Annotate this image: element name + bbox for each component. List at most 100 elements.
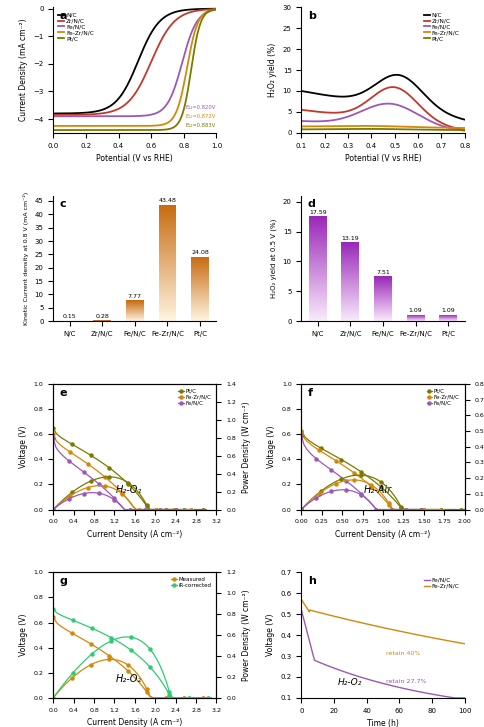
iR-corrected xyxy=(86,622,91,631)
Bar xyxy=(159,214,177,216)
Bar xyxy=(159,237,177,238)
Fe/N/C xyxy=(398,505,404,514)
N/C xyxy=(299,87,304,95)
Bar xyxy=(309,296,327,297)
Legend: N/C, Zr/N/C, Fe/N/C, Fe-Zr/N/C, Pt/C: N/C, Zr/N/C, Fe/N/C, Fe-Zr/N/C, Pt/C xyxy=(422,10,462,44)
Bar xyxy=(159,205,177,206)
iR-corrected xyxy=(202,694,208,702)
Fe/N/C xyxy=(124,112,130,121)
Fe/N/C xyxy=(458,126,464,134)
iR-corrected xyxy=(166,691,172,699)
Fe-Zr/N/C xyxy=(415,505,421,514)
Bar xyxy=(309,308,327,309)
Bar xyxy=(309,302,327,304)
Measured xyxy=(200,694,206,702)
Pt/C xyxy=(299,426,304,435)
Measured xyxy=(91,641,97,650)
Bar xyxy=(159,226,177,228)
Bar xyxy=(159,267,177,268)
iR-corrected xyxy=(105,632,111,640)
Pt/C xyxy=(365,473,371,481)
Measured xyxy=(63,625,69,634)
Bar xyxy=(309,281,327,282)
Text: H₂-O₂: H₂-O₂ xyxy=(115,485,141,495)
Y-axis label: Kinetic Current density at 0.8 V (mA cm⁻²): Kinetic Current density at 0.8 V (mA cm⁻… xyxy=(23,192,29,325)
Fe/N/C xyxy=(419,505,424,514)
Pt/C xyxy=(378,124,383,133)
Fe/N/C xyxy=(370,676,376,685)
Bar xyxy=(309,231,327,232)
Text: d: d xyxy=(308,199,316,209)
Fe/N/C xyxy=(331,467,337,476)
Bar xyxy=(309,230,327,231)
Fe-Zr/N/C xyxy=(159,121,165,129)
Fe-Zr/N/C xyxy=(371,485,377,494)
X-axis label: Current Density (A cm⁻²): Current Density (A cm⁻²) xyxy=(335,530,431,539)
Fe/N/C xyxy=(68,458,74,467)
Line: Pt/C: Pt/C xyxy=(53,9,216,130)
Fe/N/C xyxy=(411,505,417,514)
Pt/C xyxy=(405,505,411,514)
Bar xyxy=(159,209,177,210)
Fe/N/C xyxy=(363,494,369,503)
iR-corrected xyxy=(73,617,79,626)
Fe-Zr/N/C xyxy=(73,451,79,460)
Bar xyxy=(309,280,327,281)
Fe-Zr/N/C xyxy=(359,121,365,130)
Zr/N/C xyxy=(173,15,179,24)
Bar xyxy=(309,266,327,267)
Fe-Zr/N/C xyxy=(407,505,412,514)
Measured xyxy=(122,664,128,672)
Bar xyxy=(309,305,327,306)
Fe-Zr/N/C xyxy=(131,502,136,511)
Fe/N/C xyxy=(155,505,161,514)
Bar xyxy=(309,253,327,254)
Bar xyxy=(159,232,177,233)
Pt/C xyxy=(372,478,378,486)
Pt/C xyxy=(299,125,304,134)
Fe-Zr/N/C xyxy=(368,482,374,491)
iR-corrected xyxy=(83,621,89,630)
Bar xyxy=(159,248,177,249)
Pt/C xyxy=(97,457,103,466)
Fe-Zr/N/C xyxy=(387,122,393,131)
Bar xyxy=(159,207,177,208)
Bar xyxy=(159,305,177,306)
Y-axis label: Voltage (V): Voltage (V) xyxy=(19,614,28,656)
N/C xyxy=(92,107,98,116)
Pt/C xyxy=(122,477,128,486)
Pt/C xyxy=(408,505,414,514)
Pt/C xyxy=(359,467,364,476)
Fe-Zr/N/C xyxy=(113,483,119,491)
Fe/N/C xyxy=(452,694,457,702)
Bar xyxy=(159,294,177,295)
Zr/N/C xyxy=(387,83,393,92)
Fe/N/C xyxy=(338,473,344,482)
Text: E₁₂=0.820V: E₁₂=0.820V xyxy=(185,105,216,111)
Bar xyxy=(159,317,177,318)
Fe/N/C xyxy=(385,100,391,108)
Bar xyxy=(309,238,327,240)
Fe/N/C xyxy=(299,432,304,441)
Fe-Zr/N/C xyxy=(96,468,102,477)
Bar xyxy=(309,312,327,313)
Bar xyxy=(159,316,177,317)
Pt/C xyxy=(425,505,431,514)
Zr/N/C xyxy=(396,84,402,92)
Bar xyxy=(159,271,177,272)
Measured xyxy=(110,654,116,662)
Bar xyxy=(159,265,177,266)
Pt/C xyxy=(63,436,69,445)
Line: Pt/C: Pt/C xyxy=(302,129,465,130)
Fe-Zr/N/C xyxy=(156,505,162,514)
Measured xyxy=(163,694,168,702)
Fe/N/C xyxy=(147,505,153,514)
iR-corrected xyxy=(141,656,147,665)
Fe-Zr/N/C xyxy=(365,480,371,489)
Bar xyxy=(309,234,327,236)
Fe-Zr/N/C xyxy=(360,475,365,483)
Bar xyxy=(309,298,327,300)
Pt/C xyxy=(318,444,324,453)
Fe/N/C xyxy=(321,460,327,469)
Bar xyxy=(159,241,177,242)
